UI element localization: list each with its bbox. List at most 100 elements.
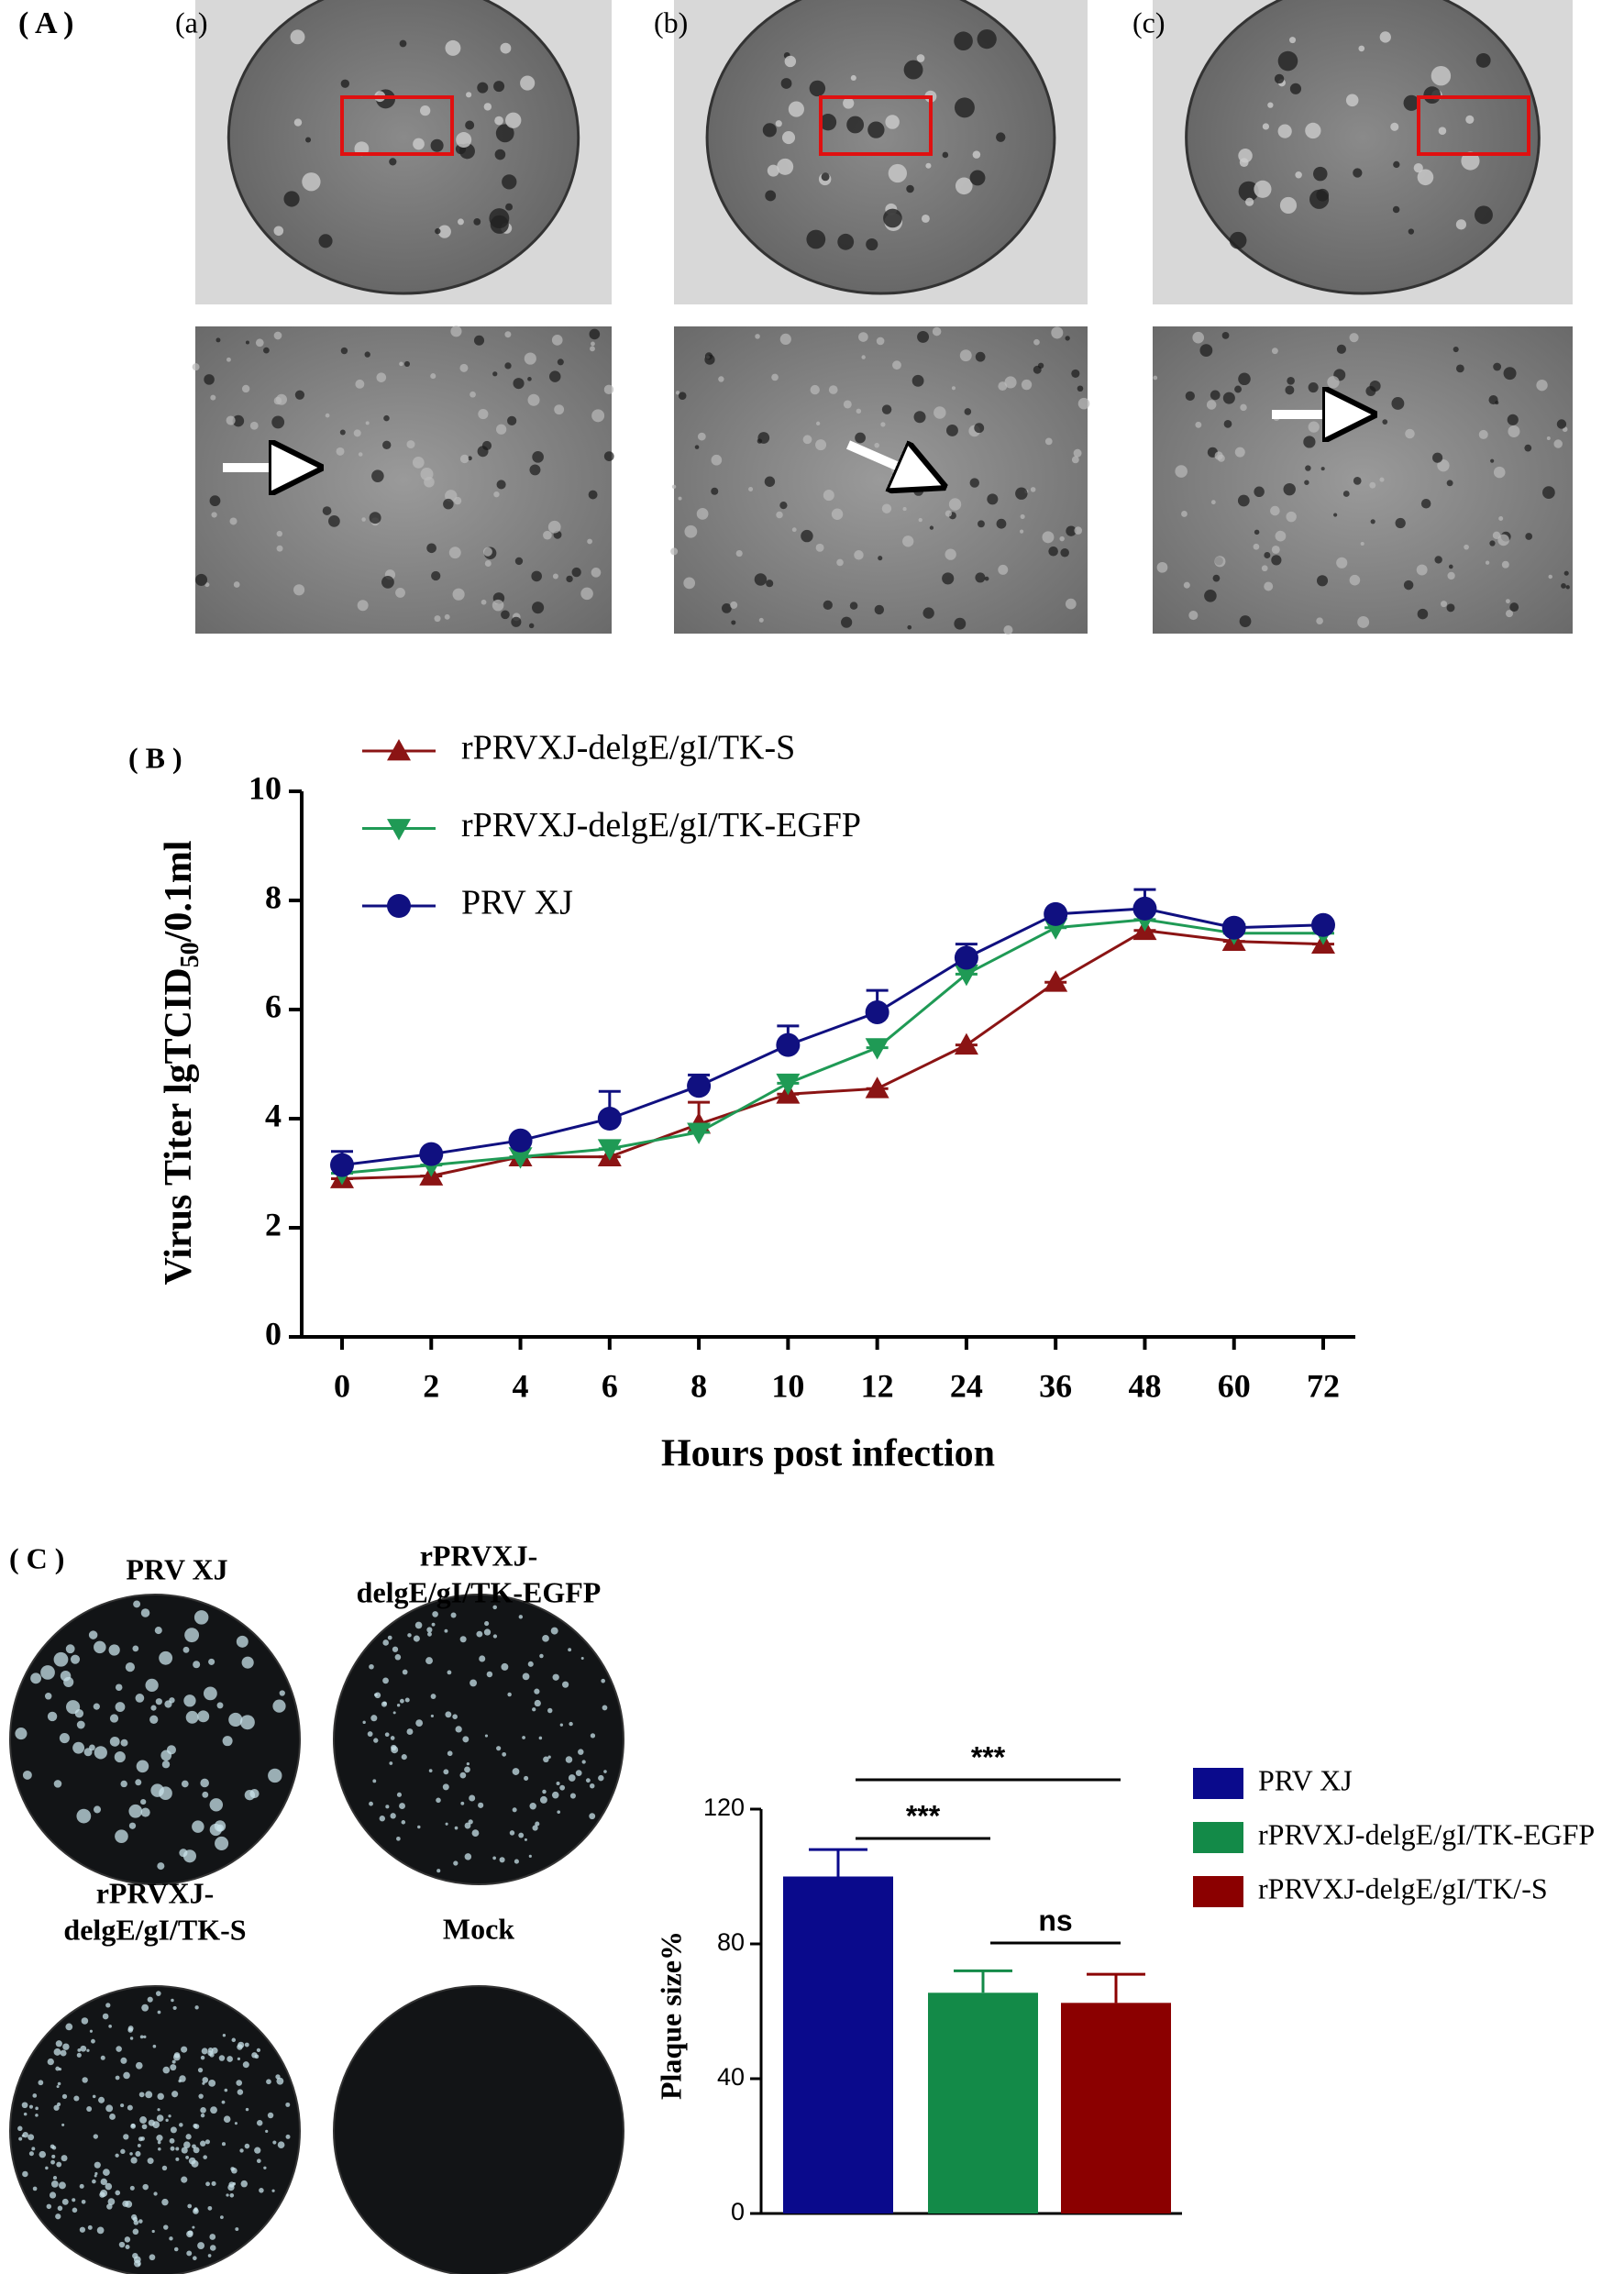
plaque: [35, 2106, 39, 2111]
plaque: [72, 1741, 85, 1754]
plaque: [17, 2125, 23, 2131]
plaque: [229, 2192, 235, 2198]
plaque: [109, 2114, 116, 2120]
virion: [876, 337, 885, 346]
marker: [597, 1107, 622, 1131]
virion: [1349, 574, 1361, 586]
organelle: [1379, 31, 1391, 43]
virion: [911, 374, 924, 387]
plaque: [157, 2092, 164, 2101]
virion: [1270, 505, 1280, 516]
plaque: [209, 2234, 216, 2240]
plaque: [139, 2035, 144, 2039]
virion: [758, 617, 764, 623]
virion: [1478, 429, 1488, 439]
plaque: [173, 2052, 181, 2059]
plaque: [200, 2140, 206, 2147]
organelle: [925, 162, 932, 169]
plaque: [151, 2229, 155, 2234]
plaque: [542, 1789, 547, 1794]
organelle: [888, 163, 907, 183]
plaque: [404, 1697, 410, 1703]
plaque: [116, 2046, 122, 2052]
plaque: [132, 1645, 139, 1652]
virion: [444, 613, 450, 620]
plaque: [83, 1748, 93, 1757]
plaque: [118, 2241, 126, 2248]
virion: [1360, 541, 1364, 546]
virion: [861, 355, 866, 359]
virion: [481, 440, 492, 451]
plaque: [501, 1662, 509, 1671]
organelle: [977, 28, 997, 50]
plaque: [15, 1728, 28, 1740]
plaque: [436, 1869, 441, 1873]
y-tick-label: 8: [265, 878, 282, 915]
virion: [878, 556, 883, 561]
virion: [1391, 397, 1405, 410]
plaque: [569, 1793, 576, 1799]
virion: [358, 452, 363, 457]
plaque: [171, 1998, 174, 2003]
plaque: [157, 1862, 165, 1871]
plaque: [55, 2040, 62, 2048]
plaque: [601, 1678, 605, 1683]
plaque: [105, 2104, 114, 2113]
plaque: [66, 1700, 81, 1715]
plaque: [431, 1622, 436, 1627]
virion: [801, 529, 813, 543]
series-line: [341, 929, 1324, 1180]
organelle: [1392, 205, 1400, 214]
virion: [779, 501, 788, 510]
plaque: [492, 1605, 497, 1610]
zoom: [1153, 326, 1573, 634]
plaque: [524, 1838, 527, 1841]
plaque: [224, 2088, 228, 2092]
plaque: [94, 2174, 97, 2178]
virion: [1308, 381, 1319, 393]
plaque: [147, 1996, 153, 2003]
virion: [874, 442, 879, 448]
virion: [245, 340, 249, 345]
plaque: [486, 1671, 493, 1678]
plaque: [231, 2037, 237, 2043]
plaque: [125, 1661, 136, 1672]
plaque: [236, 1635, 249, 1648]
virion: [1271, 555, 1282, 566]
plaque: [130, 2123, 136, 2128]
plaque: [58, 2181, 66, 2190]
virion: [1417, 608, 1429, 620]
plaque: [81, 2199, 86, 2204]
marker: [1311, 912, 1335, 937]
virion: [450, 326, 462, 337]
organelle: [837, 233, 855, 250]
virion: [907, 624, 912, 630]
plaque: [430, 1694, 436, 1699]
plaque: [135, 1779, 142, 1786]
virion: [1405, 428, 1415, 439]
virion: [383, 414, 390, 422]
plaque: [38, 2080, 44, 2086]
plaque: [88, 1630, 98, 1639]
virion: [361, 517, 366, 522]
virion: [532, 451, 544, 463]
virion: [1505, 599, 1510, 604]
virion: [791, 527, 797, 533]
x-tick-label: 0: [334, 1367, 350, 1404]
virion: [1192, 331, 1205, 344]
plaque: [98, 2096, 105, 2103]
y-tick-label: 120: [703, 1794, 745, 1821]
plaque: [396, 1836, 401, 1841]
plate-title: rPRVXJ-: [420, 1539, 538, 1572]
organelle: [903, 60, 923, 80]
plaque: [132, 2228, 139, 2235]
virion: [452, 588, 465, 601]
virion: [779, 333, 791, 346]
organelle: [494, 149, 506, 160]
plaque: [179, 2075, 186, 2082]
plaque: [39, 2150, 47, 2158]
plaque: [392, 1711, 396, 1715]
virion: [854, 550, 864, 560]
plaque: [140, 1807, 150, 1817]
plaque: [556, 1782, 560, 1786]
